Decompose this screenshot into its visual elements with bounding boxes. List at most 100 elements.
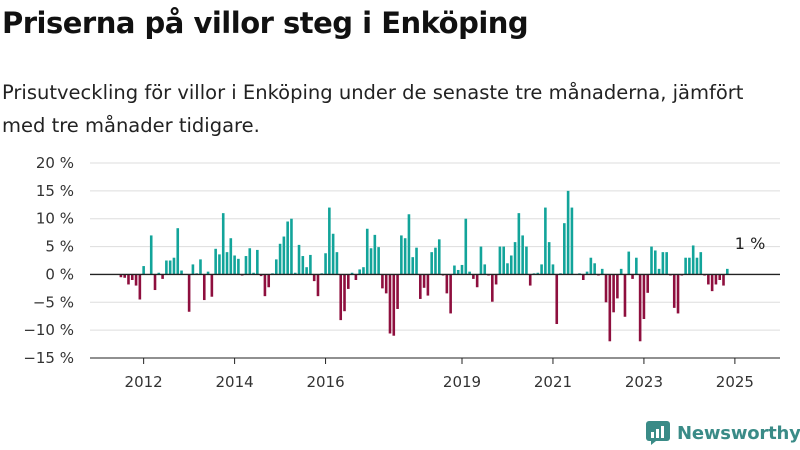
- bar: [635, 257, 638, 275]
- bar: [707, 274, 710, 285]
- bar: [616, 274, 619, 299]
- bar: [695, 257, 699, 275]
- bar: [642, 274, 646, 319]
- bar: [206, 271, 210, 275]
- bar: [119, 274, 123, 278]
- bar: [415, 247, 418, 275]
- bar: [354, 274, 358, 280]
- x-tick-label: 2023: [625, 373, 663, 391]
- bar: [237, 258, 240, 275]
- bar: [483, 264, 487, 275]
- bar: [134, 274, 138, 286]
- x-tick-label: 2016: [306, 373, 344, 391]
- bar: [631, 274, 634, 279]
- bar: [650, 246, 653, 275]
- bar: [199, 259, 202, 275]
- bar: [563, 223, 566, 275]
- bar: [456, 269, 460, 275]
- bar: [365, 228, 369, 275]
- bar: [608, 274, 612, 342]
- bar: [210, 274, 214, 297]
- bar: [475, 274, 479, 288]
- bar: [464, 218, 468, 275]
- newsworthy-logo-icon: [646, 421, 670, 445]
- bar: [252, 272, 255, 275]
- bar: [142, 266, 145, 275]
- bar: [517, 213, 521, 275]
- bar: [324, 253, 327, 275]
- bar: [187, 274, 191, 312]
- bar: [449, 274, 452, 314]
- bar: [335, 252, 339, 275]
- bar: [312, 274, 316, 282]
- bar: [619, 268, 623, 275]
- x-tick-label: 2021: [534, 373, 572, 391]
- bar: [180, 270, 183, 275]
- bar: [547, 242, 551, 275]
- bar: [388, 274, 392, 334]
- bar: [525, 246, 528, 275]
- y-tick-label: −5 %: [33, 293, 74, 311]
- bar: [714, 274, 718, 285]
- bar: [638, 274, 642, 342]
- bar: [513, 242, 517, 275]
- bar: [479, 246, 483, 275]
- bar: [551, 264, 555, 275]
- bar: [331, 233, 335, 275]
- bar: [293, 272, 297, 275]
- bar: [718, 274, 722, 280]
- y-tick-label: 15 %: [36, 182, 74, 200]
- bar: [653, 250, 657, 275]
- bar: [665, 252, 668, 275]
- bar: [460, 264, 464, 275]
- bar: [274, 259, 278, 275]
- bar: [168, 260, 172, 275]
- bar: [411, 257, 415, 275]
- y-axis-labels: −15 % −10 % −5 % 0 % 5 % 10 % 15 % 20 %: [23, 154, 74, 367]
- bar: [244, 256, 248, 275]
- bar: [202, 274, 206, 301]
- bar: [149, 235, 153, 275]
- y-tick-label: 10 %: [36, 210, 74, 228]
- bar: [419, 274, 422, 299]
- bar: [225, 252, 229, 275]
- bar: [491, 274, 494, 302]
- x-tick-label: 2019: [443, 373, 481, 391]
- bar: [297, 244, 301, 275]
- newsworthy-logo[interactable]: Newsworthy: [645, 419, 800, 447]
- x-tick-label: 2012: [125, 373, 163, 391]
- bar: [521, 235, 524, 275]
- bar: [536, 272, 540, 275]
- bar: [676, 274, 680, 314]
- bar: [267, 274, 271, 288]
- bar: [684, 257, 687, 275]
- bar: [566, 190, 570, 275]
- bar: [722, 274, 725, 286]
- bar: [506, 263, 509, 275]
- y-tick-label: 20 %: [36, 154, 74, 172]
- bar: [502, 246, 505, 275]
- bar: [123, 274, 126, 278]
- bar: [339, 274, 343, 321]
- bar: [286, 221, 289, 275]
- bar: [726, 268, 729, 275]
- bar: [347, 274, 350, 289]
- bar: [540, 264, 543, 275]
- bar: [369, 248, 373, 275]
- bar: [400, 235, 403, 275]
- bar: [453, 265, 456, 275]
- bar: [259, 274, 263, 277]
- bar: [710, 274, 714, 292]
- bar: [248, 248, 252, 275]
- bar: [422, 274, 426, 288]
- x-tick-label: 2025: [716, 373, 754, 391]
- bar: [468, 271, 471, 275]
- y-tick-label: 0 %: [45, 265, 74, 283]
- bar: [403, 238, 407, 275]
- bar: [528, 274, 532, 286]
- bar: [384, 274, 388, 294]
- bar: [214, 248, 217, 275]
- bar: [130, 274, 134, 280]
- bar: [278, 243, 282, 275]
- bar: [301, 256, 305, 275]
